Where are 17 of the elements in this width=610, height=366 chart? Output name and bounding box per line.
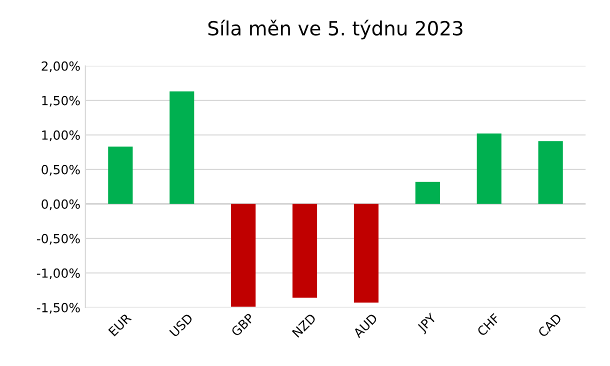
y-tick-label: 1,50% — [42, 96, 80, 107]
bar — [538, 141, 563, 204]
y-tick-label: 2,00% — [42, 61, 80, 72]
bar — [108, 146, 133, 204]
y-tick-label: -1,00% — [36, 268, 80, 280]
bar — [415, 182, 440, 204]
bar — [231, 204, 256, 307]
y-tick-label: 0,50% — [42, 164, 80, 176]
bar — [170, 91, 194, 204]
bar — [476, 134, 502, 204]
bar — [292, 204, 318, 298]
y-tick-label: 0,00% — [42, 199, 80, 210]
y-tick-label: 1,00% — [42, 130, 80, 142]
chart-title: Síla měn ve 5. týdnu 2023 — [208, 20, 462, 40]
y-tick-label: -1,50% — [36, 302, 80, 314]
y-tick-label: -0,50% — [36, 234, 80, 245]
bar — [354, 204, 379, 303]
